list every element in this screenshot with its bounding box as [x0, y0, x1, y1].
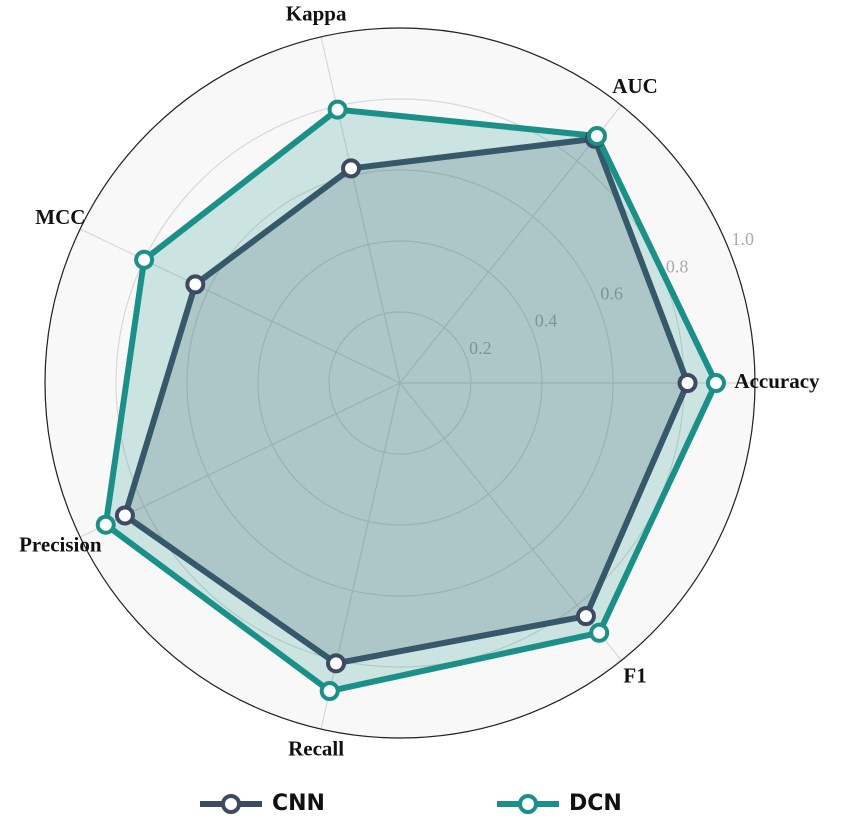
point [586, 125, 607, 146]
legend-marker [221, 794, 241, 814]
category-label: Kappa [286, 1, 347, 25]
point [326, 653, 347, 674]
r-tick-label: 1.0 [732, 229, 755, 249]
series-area [121, 135, 691, 667]
spoke [320, 36, 401, 384]
category-label: MCC [35, 205, 85, 229]
point [95, 514, 116, 535]
spoke [399, 105, 622, 384]
category-label: AUC [612, 74, 658, 98]
category-label: Accuracy [734, 369, 820, 393]
point [589, 622, 610, 643]
r-tick-label: 0.2 [469, 338, 492, 358]
point [185, 274, 206, 295]
point [327, 99, 348, 120]
point [705, 373, 726, 393]
spoke [79, 228, 401, 384]
series-area [102, 106, 719, 695]
plot-border [44, 27, 756, 739]
r-tick-label: 0.8 [666, 256, 689, 276]
category-label: F1 [623, 664, 646, 688]
legend-marker [518, 794, 538, 814]
r-tick-label: 0.6 [600, 283, 623, 303]
point [575, 606, 596, 627]
point [341, 158, 362, 179]
category-label: Recall [288, 736, 344, 760]
point [677, 373, 698, 393]
r-tick-label: 0.4 [535, 311, 558, 331]
category-label: Precision [19, 532, 102, 556]
legend-label: DCN [569, 791, 622, 816]
point [114, 505, 135, 526]
legend-label: CNN [272, 791, 325, 816]
point [134, 249, 155, 270]
point [319, 681, 340, 702]
